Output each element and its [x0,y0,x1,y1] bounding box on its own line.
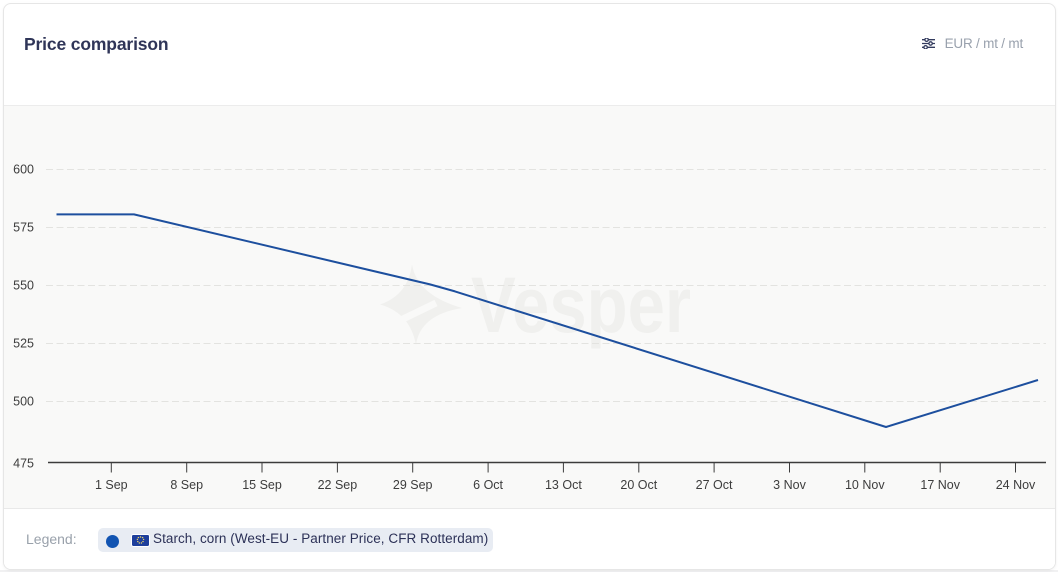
svg-text:550: 550 [13,279,34,293]
svg-text:6 Oct: 6 Oct [473,478,503,492]
svg-text:24 Nov: 24 Nov [996,478,1036,492]
svg-text:10 Nov: 10 Nov [845,478,885,492]
svg-text:575: 575 [13,221,34,235]
svg-text:3 Nov: 3 Nov [773,478,806,492]
svg-text:29 Sep: 29 Sep [393,478,433,492]
svg-text:500: 500 [13,395,34,409]
svg-text:600: 600 [13,163,34,177]
svg-text:22 Sep: 22 Sep [318,478,358,492]
svg-text:475: 475 [13,457,34,471]
svg-text:15 Sep: 15 Sep [242,478,282,492]
svg-text:17 Nov: 17 Nov [920,478,960,492]
svg-text:27 Oct: 27 Oct [696,478,733,492]
svg-text:20 Oct: 20 Oct [620,478,657,492]
svg-text:8 Sep: 8 Sep [170,478,203,492]
svg-text:525: 525 [13,337,34,351]
svg-text:Vesper: Vesper [471,260,691,349]
svg-text:1 Sep: 1 Sep [95,478,128,492]
svg-text:13 Oct: 13 Oct [545,478,582,492]
